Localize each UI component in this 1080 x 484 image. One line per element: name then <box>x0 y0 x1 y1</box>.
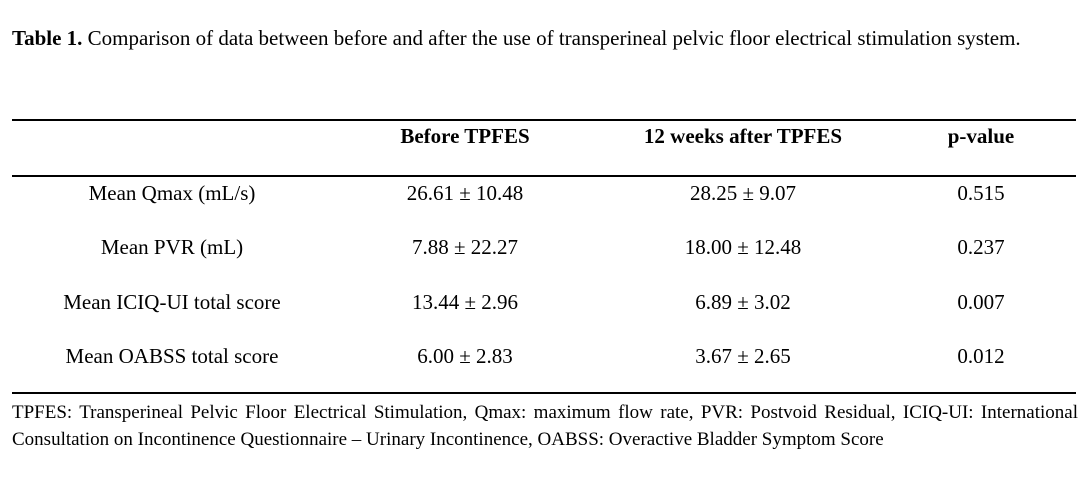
after-value: 3.67 ± 2.65 <box>695 344 791 368</box>
before-value: 13.44 ± 2.96 <box>411 290 519 314</box>
row-label: Mean OABSS total score <box>65 344 279 368</box>
after-value: 18.00 ± 12.48 <box>684 235 802 259</box>
header-cell-before: Before TPFES <box>400 124 530 148</box>
before-value: 26.61 ± 10.48 <box>406 181 524 205</box>
table-top-rule <box>12 119 1076 121</box>
header-cell-p-value: p-value <box>947 124 1015 148</box>
p-value: 0.237 <box>957 235 1005 259</box>
p-value: 0.007 <box>957 290 1005 314</box>
row-label: Mean PVR (mL) <box>100 235 244 259</box>
row-label: Mean Qmax (mL/s) <box>88 181 256 205</box>
table-bottom-rule <box>12 392 1076 394</box>
table-caption-text: Comparison of data between before and af… <box>82 26 1021 50</box>
header-cell-after: 12 weeks after TPFES <box>643 124 843 148</box>
table-caption: Table 1. Comparison of data between befo… <box>12 10 1078 67</box>
before-value: 7.88 ± 22.27 <box>411 235 519 259</box>
after-value: 28.25 ± 9.07 <box>689 181 797 205</box>
p-value: 0.515 <box>957 181 1005 205</box>
row-label: Mean ICIQ-UI total score <box>63 290 281 314</box>
before-value: 6.00 ± 2.83 <box>417 344 513 368</box>
table-header-rule <box>12 175 1076 177</box>
table-caption-label: Table 1. <box>12 26 83 50</box>
after-value: 6.89 ± 3.02 <box>695 290 791 314</box>
table-footnote: TPFES: Transperineal Pelvic Floor Electr… <box>12 402 1078 450</box>
p-value: 0.012 <box>957 344 1005 368</box>
